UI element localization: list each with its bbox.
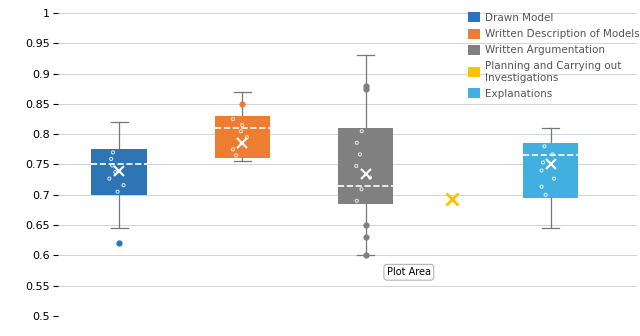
Point [231,153,241,158]
Bar [523,143,579,198]
Point [237,122,247,128]
Point [365,175,375,180]
Point [352,140,362,145]
Point [228,146,238,152]
Point [237,140,247,146]
Point [236,128,246,134]
Point [356,186,367,192]
Legend: Drawn Model, Written Description of Models, Written Argumentation, Planning and : Drawn Model, Written Description of Mode… [465,9,640,102]
Point [540,143,550,149]
Point [356,128,367,134]
Point [538,160,548,165]
Point [355,152,365,157]
Point [107,163,117,168]
Point [351,198,362,204]
Point [106,156,116,162]
Point [242,134,252,140]
Point [351,163,362,169]
Point [118,182,129,188]
Point [547,152,557,157]
Point [104,176,115,181]
Point [536,168,547,173]
Bar [338,128,394,204]
Point [108,150,118,155]
Text: Plot Area: Plot Area [387,267,431,277]
Point [549,176,559,181]
Point [110,169,120,175]
Point [536,184,547,190]
Point [228,116,238,122]
Point [541,192,551,198]
Bar [215,116,270,158]
Point [113,189,123,195]
Bar [92,149,147,195]
